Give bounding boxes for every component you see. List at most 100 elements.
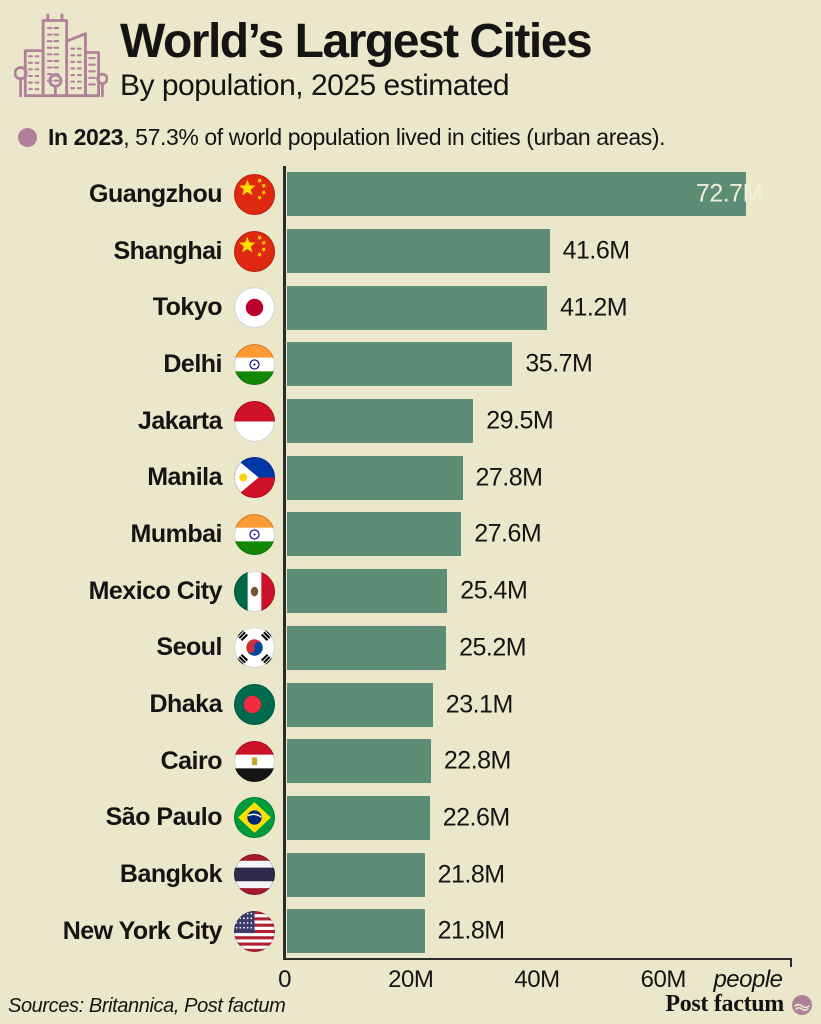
bar-row: Manila 27.8M [0, 449, 821, 506]
flag-japan-icon [222, 287, 287, 329]
bar-row: Cairo 22.8M [0, 733, 821, 790]
bar-row: Mexico City 25.4M [0, 563, 821, 620]
stat-text: In 2023, 57.3% of world population lived… [48, 124, 665, 151]
bar-track: 27.6M [287, 512, 821, 557]
flag-south-korea-icon [222, 627, 287, 669]
population-bar [287, 455, 463, 500]
y-axis-line [283, 166, 286, 960]
stat-text-bold: In 2023 [48, 124, 124, 150]
flag-china-icon [222, 230, 287, 272]
x-axis-unit-label: people [713, 966, 783, 993]
bar-rows: Guangzhou 72.7M Shanghai 41.6M Tokyo 41.2M Del… [0, 166, 821, 960]
bar-track: 41.2M [287, 285, 821, 330]
population-bar [287, 229, 550, 274]
city-label: Bangkok [119, 860, 223, 889]
value-label: 27.8M [475, 463, 543, 492]
bar-track: 72.7M [287, 172, 821, 217]
value-label: 23.1M [445, 690, 513, 719]
sources-note: Sources: Britannica, Post factum [8, 995, 286, 1017]
brand-mark: Post factum [665, 991, 813, 1018]
city-label: Mumbai [130, 519, 223, 548]
bar-row: Seoul 25.2M [0, 620, 821, 677]
page-subtitle: By population, 2025 estimated [120, 68, 510, 102]
x-tick-label: 40M [514, 966, 560, 993]
flag-usa-icon [222, 910, 287, 952]
value-label: 27.6M [474, 519, 542, 548]
bar-track: 27.8M [287, 455, 821, 500]
value-label: 72.7M [695, 179, 763, 208]
flag-philippines-icon [222, 457, 287, 499]
value-label: 41.2M [560, 293, 628, 322]
bar-row: São Paulo 22.6M [0, 790, 821, 847]
flag-china-icon [222, 173, 287, 215]
bar-row: Guangzhou 72.7M [0, 166, 821, 223]
bar-row: Jakarta 29.5M [0, 393, 821, 450]
post-factum-logo-icon [791, 994, 813, 1016]
population-bar [287, 909, 425, 954]
brand-name: Post factum [665, 991, 784, 1017]
bar-row: Mumbai 27.6M [0, 506, 821, 563]
flag-india-icon [222, 343, 287, 385]
value-label: 21.8M [437, 860, 505, 889]
bar-row: Dhaka 23.1M [0, 676, 821, 733]
value-label: 22.8M [443, 746, 511, 775]
city-label: Mexico City [88, 576, 223, 605]
value-label: 35.7M [525, 349, 593, 378]
value-label: 25.4M [460, 576, 528, 605]
population-bar [287, 739, 431, 784]
bar-track: 35.7M [287, 342, 821, 387]
city-label: Dhaka [149, 690, 222, 719]
flag-mexico-icon [222, 570, 287, 612]
x-axis-line [283, 958, 792, 960]
value-label: 22.6M [442, 803, 510, 832]
population-bar [287, 172, 746, 217]
city-label: Seoul [156, 633, 222, 662]
value-label: 29.5M [486, 406, 554, 435]
page-title: World’s Largest Cities [120, 15, 593, 68]
city-label: Shanghai [113, 236, 222, 265]
city-label: Delhi [163, 349, 222, 378]
stat-text-rest: , 57.3% of world population lived in cit… [123, 124, 666, 150]
population-bar [287, 512, 462, 557]
bar-track: 22.8M [287, 739, 821, 784]
population-bar [287, 285, 548, 330]
value-label: 25.2M [459, 633, 527, 662]
stat-line: In 2023, 57.3% of world population lived… [18, 124, 665, 151]
bullet-dot-icon [18, 128, 37, 147]
city-label: Jakarta [137, 406, 223, 435]
value-label: 21.8M [437, 916, 505, 945]
bar-row: New York City 21.8M [0, 903, 821, 960]
flag-egypt-icon [222, 740, 287, 782]
bar-row: Tokyo 41.2M [0, 279, 821, 336]
bar-track: 25.2M [287, 625, 821, 670]
city-label: Tokyo [152, 293, 223, 322]
population-bar [287, 682, 433, 727]
bar-chart: Guangzhou 72.7M Shanghai 41.6M Tokyo 41.2M Del… [0, 166, 821, 993]
flag-india-icon [222, 513, 287, 555]
bar-track: 21.8M [287, 909, 821, 954]
city-label: São Paulo [105, 803, 223, 832]
x-axis-end-tick [790, 958, 792, 967]
population-bar [287, 852, 425, 897]
x-tick-label: 0 [278, 966, 291, 993]
flag-indonesia-icon [222, 400, 287, 442]
city-label: Guangzhou [89, 179, 222, 208]
flag-thailand-icon [222, 854, 287, 896]
bar-track: 25.4M [287, 569, 821, 614]
title-block: World’s Largest Cities By population, 20… [120, 12, 593, 103]
value-label: 41.6M [562, 236, 630, 265]
population-bar [287, 342, 513, 387]
population-bar [287, 569, 448, 614]
bar-track: 41.6M [287, 229, 821, 274]
city-label: Cairo [160, 746, 223, 775]
city-label: New York City [62, 916, 223, 945]
header: World’s Largest Cities By population, 20… [13, 12, 811, 108]
bar-row: Shanghai 41.6M [0, 223, 821, 280]
population-bar [287, 795, 430, 840]
city-buildings-icon [13, 12, 109, 108]
bar-track: 23.1M [287, 682, 821, 727]
population-bar [287, 399, 474, 444]
x-tick-label: 20M [388, 966, 434, 993]
bar-track: 22.6M [287, 795, 821, 840]
